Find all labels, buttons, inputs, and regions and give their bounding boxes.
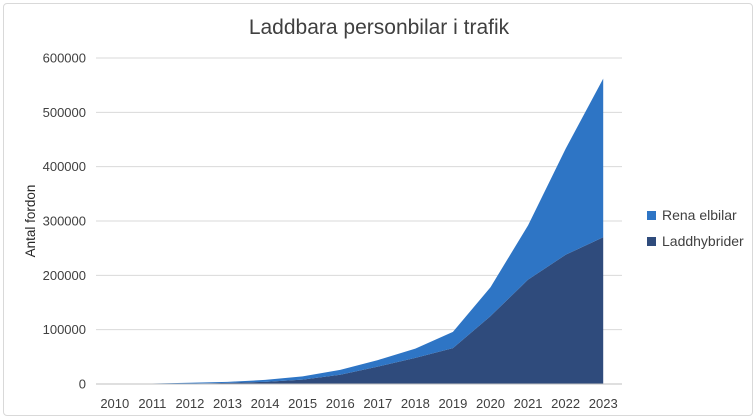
y-tick-label: 600000 — [43, 51, 86, 66]
x-tick-label: 2023 — [589, 396, 618, 411]
x-tick-label: 2016 — [326, 396, 355, 411]
chart-title: Laddbara personbilar i trafik — [249, 16, 510, 39]
x-tick-label: 2020 — [476, 396, 505, 411]
x-tick-label: 2019 — [438, 396, 467, 411]
legend-swatch — [647, 211, 656, 220]
legend-label: Laddhybrider — [662, 233, 744, 249]
y-tick-label: 100000 — [43, 322, 86, 337]
y-tick-label: 400000 — [43, 159, 86, 174]
x-tick-label: 2014 — [251, 396, 280, 411]
x-tick-label: 2017 — [363, 396, 392, 411]
x-tick-label: 2018 — [401, 396, 430, 411]
y-tick-label: 300000 — [43, 214, 86, 229]
x-tick-label: 2012 — [175, 396, 204, 411]
area-series-laddhybrider — [114, 237, 604, 384]
x-tick-label: 2022 — [551, 396, 580, 411]
legend-label: Rena elbilar — [662, 207, 737, 223]
x-tick-label: 2010 — [100, 396, 129, 411]
x-tick-label: 2021 — [514, 396, 543, 411]
legend-swatch — [647, 237, 656, 246]
legend: Rena elbilar Laddhybrider — [647, 207, 744, 249]
plot-area — [114, 78, 604, 384]
x-tick-label: 2011 — [138, 396, 166, 411]
chart-svg: 2010 2011 2012 2013 2014 2015 2016 2017 2018 2019… — [23, 16, 744, 411]
x-tick-label: 2015 — [288, 396, 317, 411]
y-axis: 0 100000 200000 300000 400000 500000 600000 — [43, 51, 86, 392]
gridlines — [96, 57, 622, 385]
x-tick-label: 2013 — [213, 396, 242, 411]
y-tick-label: 500000 — [43, 105, 86, 120]
y-tick-label: 0 — [79, 377, 86, 392]
area-series-rena-elbilar — [114, 78, 604, 384]
y-axis-title: Antal fordon — [23, 185, 38, 258]
y-tick-label: 200000 — [43, 268, 86, 283]
chart: 2010 2011 2012 2013 2014 2015 2016 2017 2018 2019… — [3, 3, 753, 416]
x-axis: 2010 2011 2012 2013 2014 2015 2016 2017 2018 2019… — [96, 383, 622, 411]
